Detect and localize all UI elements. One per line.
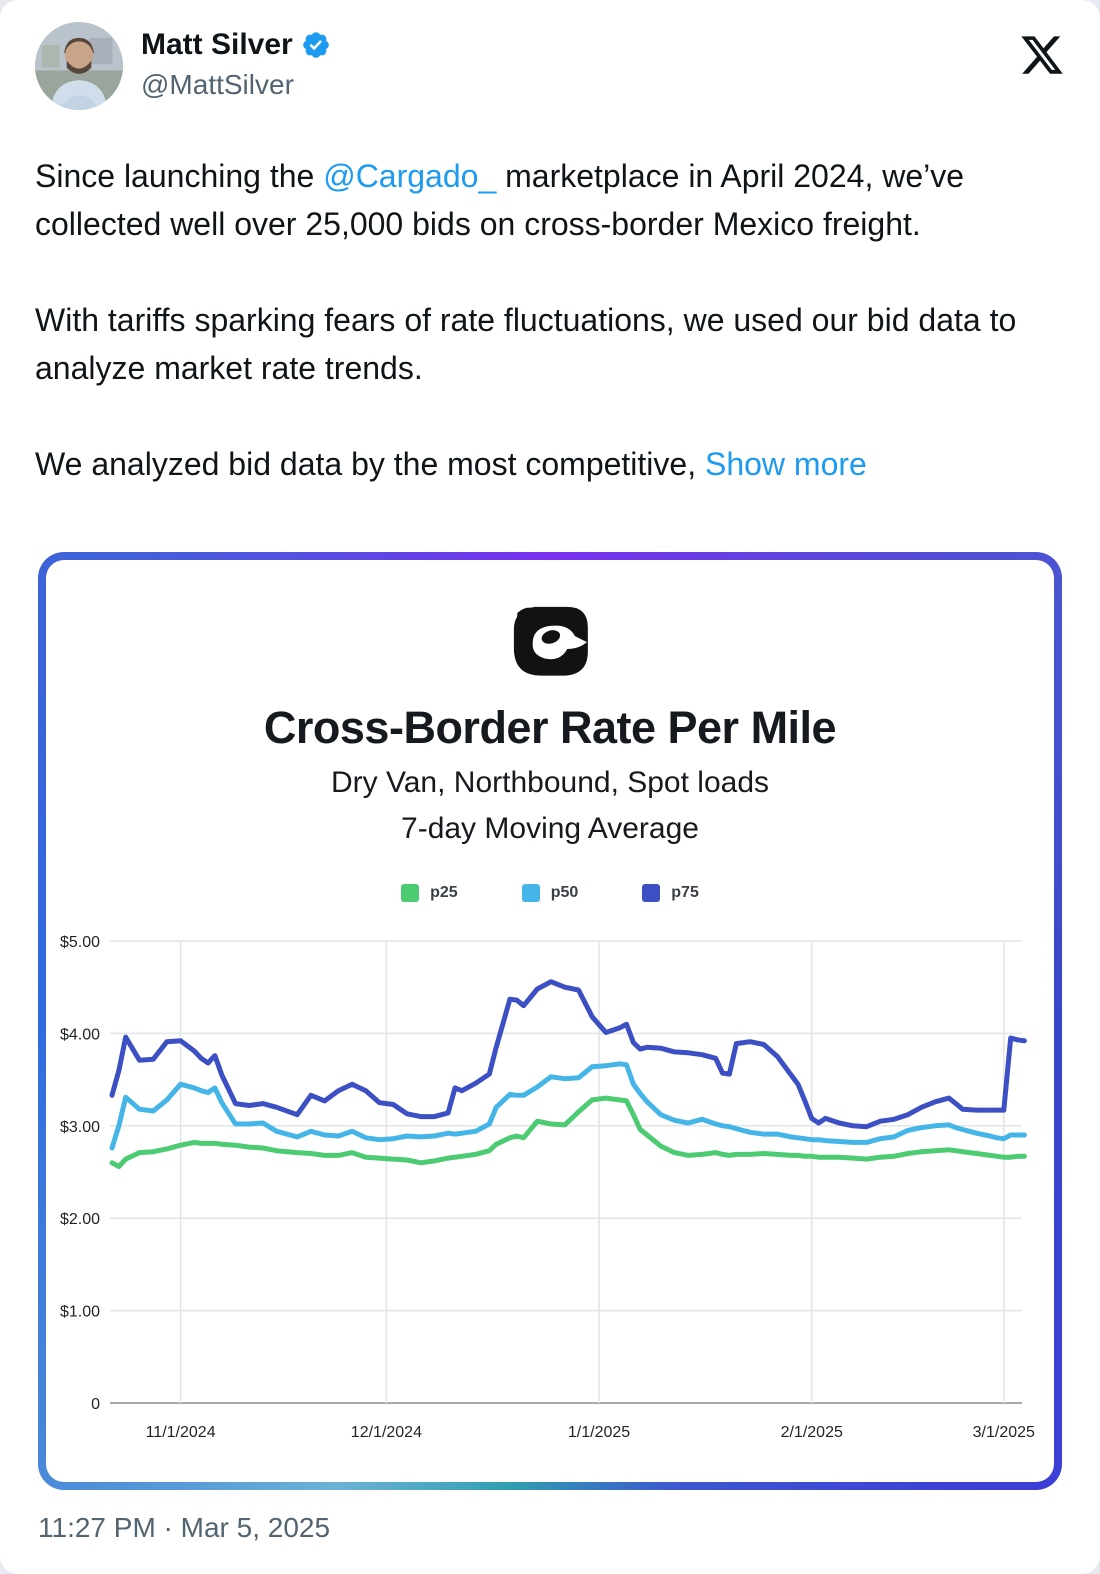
legend-label-p25: p25	[430, 884, 458, 901]
legend-item-p75: p75	[642, 884, 699, 902]
verified-badge-icon	[302, 32, 329, 58]
legend-swatch-p75	[642, 884, 661, 902]
tweet-text: Since launching the @Cargado_ marketplac…	[35, 152, 1057, 488]
legend-label-p75: p75	[671, 884, 699, 901]
x-axis-label: 11/1/2024	[146, 1424, 216, 1441]
chart-image-frame[interactable]: Cross-Border Rate Per Mile Dry Van, Nort…	[38, 552, 1062, 1490]
legend-swatch-p25	[401, 884, 420, 902]
chart-subtitle-line1: Dry Van, Northbound, Spot loads	[330, 766, 770, 799]
y-axis-label: $1.00	[60, 1304, 100, 1321]
p25-line	[109, 1095, 1027, 1169]
legend-item-p50: p50	[521, 884, 579, 902]
chart-legend: p25 p50 p75	[401, 882, 699, 904]
y-axis-label: $4.00	[60, 1026, 100, 1043]
tweet-header: Matt Silver @MattSilver	[35, 22, 1065, 114]
author-block: Matt Silver @MattSilver	[141, 28, 331, 102]
legend-label-p50: p50	[550, 884, 579, 901]
tweet-paragraph: We analyzed bid data by the most competi…	[35, 440, 1057, 488]
tweet-text-segment: With tariffs sparking fears of rate fluc…	[35, 302, 1017, 386]
x-logo-icon[interactable]	[1019, 32, 1065, 78]
tweet-text-segment: marketplace in April 2024, we’ve collect…	[35, 158, 965, 242]
avatar[interactable]	[35, 22, 123, 110]
y-axis-label: $5.00	[60, 934, 100, 951]
rate-per-mile-line-chart: $5.00 $4.00 $3.00 $2.00 $1.00 0 11/1/2024 12/1/…	[60, 934, 1035, 1441]
chart-title: Cross-Border Rate Per Mile	[263, 702, 837, 753]
x-axis-label: 2/1/2025	[781, 1424, 843, 1441]
x-axis-label: 3/1/2025	[973, 1424, 1035, 1441]
tweet-text-segment: We analyzed bid data by the most competi…	[35, 446, 705, 482]
author-name[interactable]: Matt Silver	[141, 28, 293, 61]
tweet-link[interactable]: Show more	[704, 446, 867, 482]
tweet-timestamp[interactable]: 11:27 PM · Mar 5, 2025	[38, 1512, 331, 1543]
p75-line	[109, 979, 1027, 1130]
legend-swatch-p50	[521, 884, 540, 902]
p50-line	[109, 1061, 1027, 1151]
tweet-text-segment: Since launching the	[35, 158, 324, 194]
y-axis-label: $3.00	[60, 1119, 100, 1136]
x-axis-label: 1/1/2025	[568, 1424, 630, 1441]
chart-subtitle-line2: 7-day Moving Average	[401, 812, 699, 845]
cargado-burro-logo-icon	[513, 606, 588, 676]
tweet-paragraph: Since launching the @Cargado_ marketplac…	[35, 152, 1057, 248]
y-axis-label: $2.00	[60, 1211, 100, 1228]
chart-image: Cross-Border Rate Per Mile Dry Van, Nort…	[46, 560, 1054, 1482]
tweet-paragraph: With tariffs sparking fears of rate fluc…	[35, 296, 1057, 392]
legend-item-p25: p25	[401, 884, 458, 902]
tweet-link[interactable]: @Cargado_	[323, 158, 497, 194]
author-handle[interactable]: @MattSilver	[141, 69, 294, 100]
x-axis-label: 12/1/2024	[351, 1424, 422, 1441]
y-axis-label: 0	[91, 1396, 100, 1413]
avatar-placeholder-image	[35, 22, 123, 110]
